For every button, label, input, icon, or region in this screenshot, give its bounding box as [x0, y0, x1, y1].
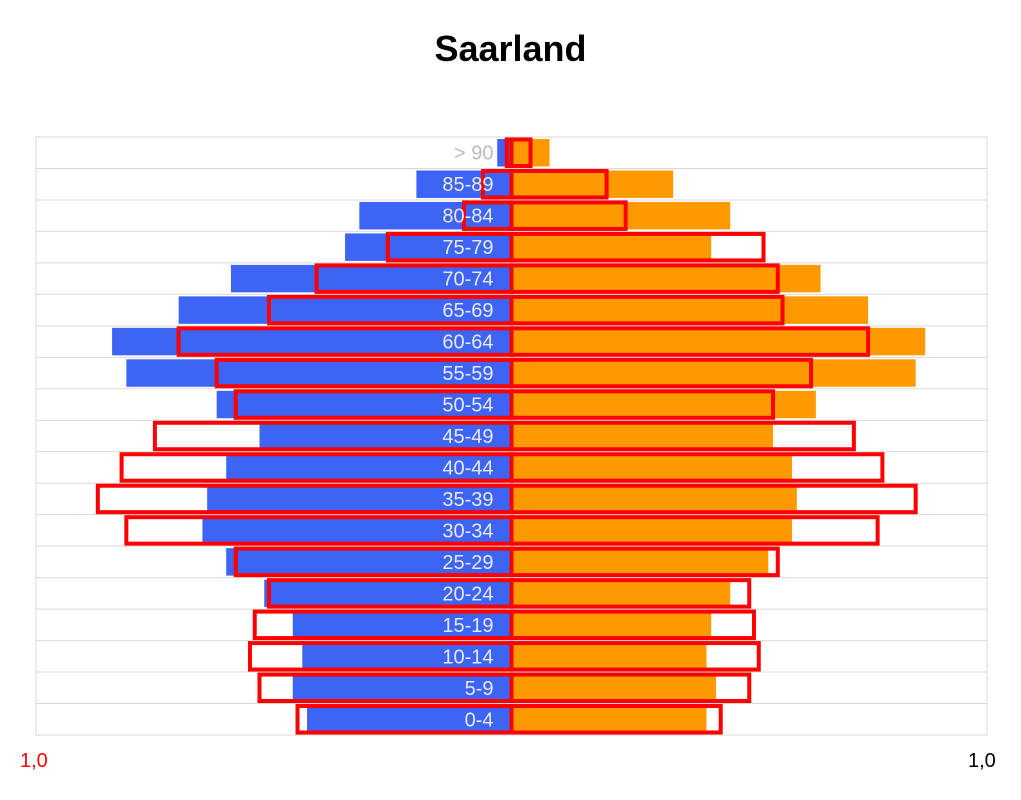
male-bar: [126, 359, 512, 387]
female-outline-bar: [509, 420, 856, 452]
female-bar: [511, 611, 712, 639]
female-outline-bar: [509, 641, 761, 672]
grid-layer: [35, 136, 988, 736]
male-bar: [178, 296, 512, 324]
age-group-label: 0-4: [465, 709, 494, 731]
female-bar: [511, 233, 712, 261]
female-bar: [511, 705, 707, 733]
female-outline-bar: [509, 672, 752, 704]
age-group-label: 65-69: [442, 300, 493, 322]
age-labels-layer: 0-4 5-9 10-14 15-19 20-24 25-29 30-34 35-39 40-4…: [442, 143, 493, 732]
female-outline-bar: [509, 357, 814, 389]
female-outline-bar: [509, 326, 871, 357]
female-outline-bar: [509, 578, 752, 609]
female-outline-bar: [509, 263, 780, 294]
female-bar: [511, 548, 769, 576]
left-axis-label: 1,0: [20, 750, 48, 772]
female-outline-bar: [509, 609, 757, 641]
female-bar: [511, 674, 716, 702]
female-bar: [511, 296, 869, 324]
male-bar: [230, 264, 512, 293]
age-group-label: 30-34: [442, 520, 493, 542]
male-bar: [302, 642, 512, 671]
female-outline-bar: [509, 546, 780, 578]
female-bar: [511, 390, 816, 419]
female-outline-bar: [509, 389, 776, 420]
age-group-label: 55-59: [442, 363, 493, 385]
age-group-label: > 90: [454, 143, 493, 165]
male-bar: [207, 485, 512, 513]
age-group-label: 60-64: [442, 332, 493, 354]
male-bar: [292, 611, 512, 639]
male-bar: [292, 674, 512, 702]
male-bar: [359, 201, 512, 230]
female-outline-bar: [509, 452, 885, 483]
chart-title: Saarland: [434, 28, 587, 69]
female-outline-bar: [509, 483, 918, 515]
age-group-label: 10-14: [442, 646, 493, 668]
male-bar: [416, 170, 512, 198]
male-bar: [345, 233, 512, 261]
age-group-label: 75-79: [442, 237, 493, 259]
male-bar: [307, 705, 512, 733]
age-group-label: 35-39: [442, 489, 493, 511]
female-bar: [511, 170, 674, 198]
right-axis-label: 1,0: [968, 750, 996, 772]
female-outline-bar: [509, 231, 766, 263]
female-bar: [511, 642, 707, 671]
age-group-label: 5-9: [465, 678, 494, 700]
female-outline-bar: [509, 168, 609, 200]
age-group-label: 45-49: [442, 426, 493, 448]
age-group-label: 80-84: [442, 206, 493, 228]
age-group-label: 40-44: [442, 457, 493, 479]
male-bar: [202, 516, 512, 545]
age-group-label: 50-54: [442, 395, 493, 417]
female-outline-bar: [509, 515, 880, 546]
male-bar: [216, 390, 512, 419]
outline-bars-layer: [95, 137, 918, 735]
male-bar: [226, 453, 512, 482]
age-group-label: 20-24: [442, 583, 493, 605]
male-bar: [259, 422, 512, 450]
age-group-label: 70-74: [442, 269, 493, 291]
female-bar: [511, 485, 797, 513]
female-outline-bar: [509, 200, 628, 231]
female-bar: [511, 422, 774, 450]
age-group-label: 15-19: [442, 615, 493, 637]
female-bar: [511, 579, 731, 608]
female-bar: [511, 327, 926, 356]
female-bar: [511, 453, 793, 482]
female-outline-bar: [509, 294, 785, 326]
female-outline-bar: [509, 704, 723, 735]
male-bar: [226, 548, 512, 576]
filled-bars-layer: [112, 139, 926, 733]
age-group-label: 25-29: [442, 552, 493, 574]
plot-border: [35, 136, 988, 736]
female-bar: [511, 516, 793, 545]
age-group-label: 85-89: [442, 174, 493, 196]
male-bar: [497, 139, 512, 167]
female-bar: [511, 264, 821, 293]
female-outline-bar: [509, 137, 533, 168]
female-bar: [511, 201, 731, 230]
male-bar: [264, 579, 512, 608]
female-bar: [511, 359, 916, 387]
